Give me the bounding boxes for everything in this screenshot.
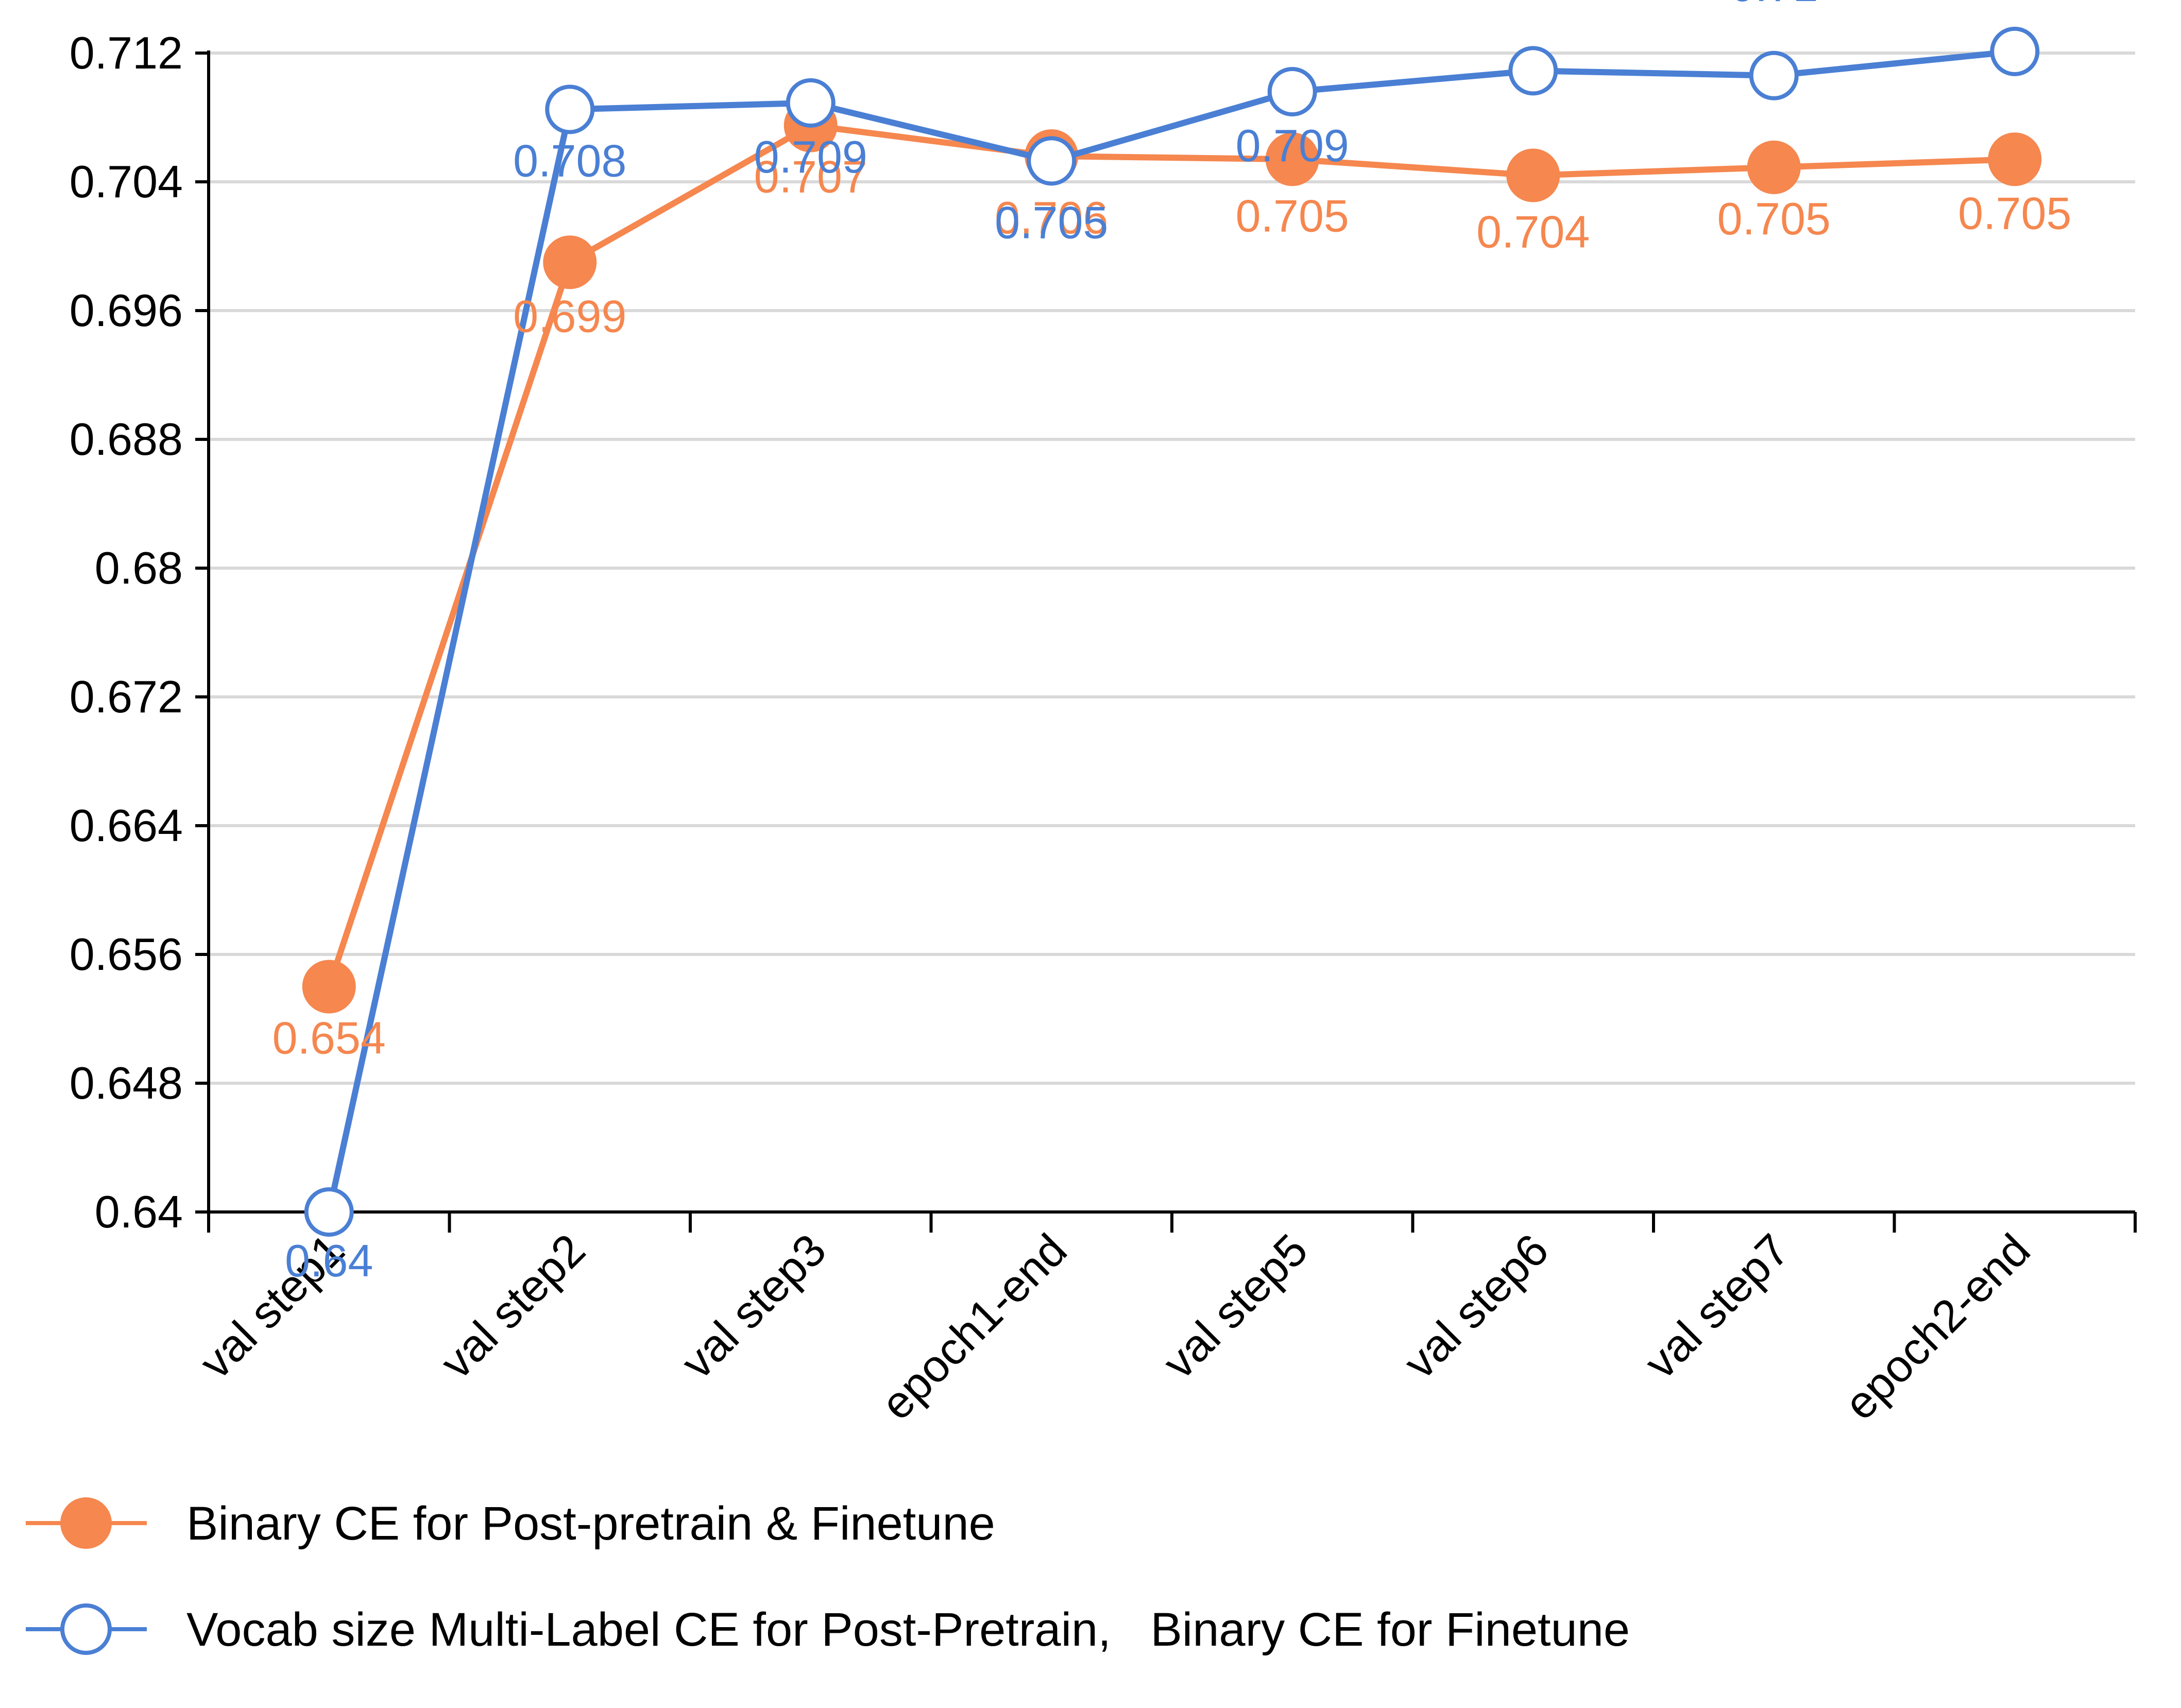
x-tick-label: val step2 [431, 1224, 595, 1388]
y-tick-label: 0.656 [70, 929, 183, 980]
data-label: 0.705 [1236, 190, 1349, 241]
data-point [543, 235, 597, 289]
legend-label: Binary CE for Post-pretrain & Finetune [186, 1497, 995, 1550]
x-tick-label: val step5 [1153, 1224, 1317, 1388]
data-label: 0.654 [272, 1013, 386, 1064]
gridlines [209, 52, 2135, 1085]
data-point [1267, 67, 1317, 116]
series-line [326, 122, 2015, 988]
y-tick-label: 0.648 [70, 1057, 183, 1108]
series-line [326, 48, 2015, 1213]
data-label: 0.64 [285, 1235, 373, 1286]
data-label: 0.709 [754, 131, 867, 182]
x-tick-label: val step6 [1394, 1224, 1558, 1388]
data-label: 0.709 [1236, 120, 1349, 171]
legend-item-1: Binary CE for Post-pretrain & Finetune [26, 1497, 995, 1550]
legend-item-2: Vocab size Multi-Label CE for Post-Pretr… [26, 1603, 1630, 1656]
legend: Binary CE for Post-pretrain & Finetune Vo… [26, 1497, 1630, 1656]
data-point [1988, 132, 2042, 186]
y-tick-label: 0.704 [70, 156, 183, 207]
y-tick-label: 0.712 [70, 27, 183, 78]
y-tick-label: 0.672 [70, 671, 183, 722]
data-label: 0.706 [995, 192, 1108, 243]
data-point [1506, 148, 1560, 202]
data-label: 0.704 [1476, 207, 1590, 258]
data-point [1990, 26, 2040, 76]
legend-marker [60, 1603, 112, 1655]
data-label: 0.705 [1717, 193, 1831, 244]
data-label: 0.71 [1730, 0, 1818, 11]
y-tick-label: 0.696 [70, 285, 183, 336]
series-2 [304, 26, 2040, 1237]
data-point [1265, 132, 1319, 186]
x-tick-label: epoch2-end [1834, 1224, 2040, 1429]
data-point [545, 84, 595, 134]
data-label: 0.71 [1489, 0, 1577, 6]
data-point [302, 960, 356, 1014]
data-point [786, 78, 836, 128]
legend-label: Vocab size Multi-Label CE for Post-Pretr… [186, 1603, 1630, 1656]
x-axis: val step1 val step2 val step3 epoch1-end val… [190, 1210, 2137, 1429]
data-label: 0.708 [513, 135, 626, 186]
legend-marker [60, 1497, 112, 1549]
data-label: 0.705 [1958, 187, 2071, 238]
data-point [1508, 46, 1558, 96]
data-label: 0.705 [995, 197, 1108, 248]
data-label: 0.707 [754, 151, 867, 202]
x-tick-label: val step7 [1634, 1224, 1799, 1388]
y-tick-label: 0.688 [70, 414, 183, 465]
x-tick-label: val step3 [671, 1224, 836, 1388]
data-point [1027, 136, 1077, 186]
y-tick-label: 0.664 [70, 800, 183, 851]
data-point [1747, 140, 1801, 194]
y-axis: 0.64 0.648 0.656 0.664 0.672 0.68 0.688 0.696 0.… [70, 27, 210, 1237]
data-label: 0.699 [513, 291, 626, 341]
data-point [304, 1187, 354, 1237]
x-tick-label: epoch1-end [871, 1224, 1077, 1429]
y-tick-label: 0.68 [95, 542, 183, 593]
data-point [1749, 50, 1799, 100]
y-tick-label: 0.64 [95, 1186, 183, 1237]
